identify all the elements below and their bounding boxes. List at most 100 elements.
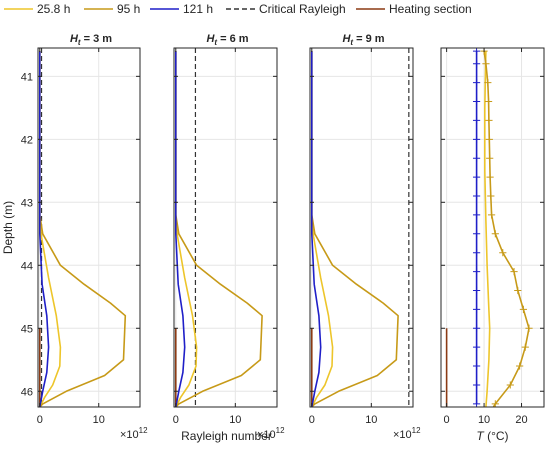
series-121-h <box>175 51 186 408</box>
series-point-marker <box>486 154 494 162</box>
y-tick-label: 44 <box>21 260 33 272</box>
panel-3: 0 10 Ht = 9 m ×1012 <box>309 33 421 441</box>
series-point-marker <box>506 381 514 389</box>
axes-box <box>309 47 414 408</box>
panel-title: Ht = 3 m <box>70 33 112 47</box>
series-point-marker <box>499 249 507 257</box>
x-axis-label: Rayleigh number <box>181 429 272 443</box>
series-25-8-h <box>311 51 334 408</box>
x-tick-label: 10 <box>93 414 105 426</box>
axes-box <box>440 47 545 408</box>
legend: 25.8 h 95 h 121 h Critical Rayleigh Heating … <box>4 2 472 16</box>
series-point-marker <box>472 173 481 181</box>
series-point-marker <box>472 60 481 68</box>
legend-item-critical-rayleigh: Critical Rayleigh <box>226 2 346 16</box>
x-tick-label: 0 <box>173 414 179 426</box>
series-line <box>484 51 491 408</box>
series-point-marker <box>484 97 493 106</box>
series-point-marker <box>472 230 481 238</box>
series-point-marker <box>514 286 522 295</box>
legend-label: Critical Rayleigh <box>259 2 346 16</box>
legend-label: 95 h <box>117 2 140 16</box>
axes-box <box>173 47 278 408</box>
x-tick-label: 10 <box>478 414 490 426</box>
series-point-marker <box>519 305 527 313</box>
series-line <box>311 51 322 408</box>
series-point-marker <box>472 154 481 162</box>
series-line <box>311 51 334 408</box>
series-line <box>39 51 62 408</box>
x-exponent-label: ×1012 <box>120 426 148 441</box>
y-axis-label: Depth (m) <box>1 201 15 254</box>
series-point-marker <box>521 343 529 351</box>
series-25-8-h <box>39 51 62 408</box>
series-point-marker <box>525 324 533 332</box>
series-25-8-h <box>175 51 198 408</box>
series-point-marker <box>487 192 495 200</box>
series-95-h <box>311 51 399 408</box>
panel-4: 0 10 20 T (°C) <box>440 47 545 443</box>
panel-title: Ht = 6 m <box>206 33 248 47</box>
x-exponent-label: ×1012 <box>257 426 285 441</box>
y-tick-label: 42 <box>21 134 33 146</box>
series-point-marker <box>472 267 481 276</box>
y-tick-label: 43 <box>21 197 33 209</box>
series-point-marker <box>485 116 493 125</box>
axes-box <box>37 47 141 408</box>
series-point-marker <box>510 267 518 276</box>
legend-item-95-h: 95 h <box>84 2 140 16</box>
series-point-marker <box>472 286 481 295</box>
series-121-h <box>311 51 322 408</box>
y-tick-label: 41 <box>21 71 33 83</box>
x-tick-label: 0 <box>444 414 450 426</box>
series-point-marker <box>472 135 481 143</box>
series-line <box>39 51 50 408</box>
series-point-marker <box>484 79 492 87</box>
legend-item-121-h: 121 h <box>150 2 213 16</box>
x-tick-label: 0 <box>37 414 43 426</box>
series-point-marker <box>472 211 481 219</box>
x-axis-label: T (°C) <box>476 429 508 443</box>
panel-1: 41 42 43 44 45 46 0 10 Ht = 3 m ×1012 Depth (m) <box>1 33 148 441</box>
series-point-marker <box>472 47 481 55</box>
y-tick-label: 45 <box>21 323 33 335</box>
series-point-marker <box>472 362 481 370</box>
series-point-marker <box>472 343 481 351</box>
series-line <box>483 50 530 408</box>
x-tick-label: 0 <box>309 414 315 426</box>
legend-label: 121 h <box>183 2 213 16</box>
series-121-h <box>39 51 50 408</box>
x-tick-label: 10 <box>229 414 241 426</box>
legend-item-heating-section: Heating section <box>356 2 472 16</box>
panel-title: Ht = 9 m <box>342 33 384 47</box>
series-point-marker <box>472 97 481 106</box>
series-point-marker <box>472 381 481 389</box>
panels: 41 42 43 44 45 46 0 10 Ht = 3 m ×1012 Depth (m) 0 10… <box>1 33 545 443</box>
series-95-h <box>480 47 533 408</box>
legend-label: 25.8 h <box>37 2 70 16</box>
series-point-marker <box>485 135 493 143</box>
series-line <box>175 51 198 408</box>
series-line <box>175 51 186 408</box>
series-point-marker <box>472 400 481 408</box>
series-point-marker <box>472 192 481 200</box>
series-line <box>39 51 127 408</box>
series-line <box>175 51 263 408</box>
series-121-h <box>472 47 481 408</box>
series-point-marker <box>482 60 490 68</box>
legend-item-25-8-h: 25.8 h <box>4 2 70 16</box>
series-point-marker <box>516 362 524 370</box>
series-point-marker <box>472 305 481 313</box>
series-point-marker <box>472 324 481 332</box>
series-point-marker <box>472 79 481 87</box>
legend-label: Heating section <box>389 2 472 16</box>
y-tick-label: 46 <box>21 386 33 398</box>
series-point-marker <box>491 230 499 238</box>
x-tick-label: 20 <box>515 414 527 426</box>
x-exponent-label: ×1012 <box>393 426 421 441</box>
series-point-marker <box>472 116 481 125</box>
series-point-marker <box>491 400 499 408</box>
series-point-marker <box>472 249 481 257</box>
